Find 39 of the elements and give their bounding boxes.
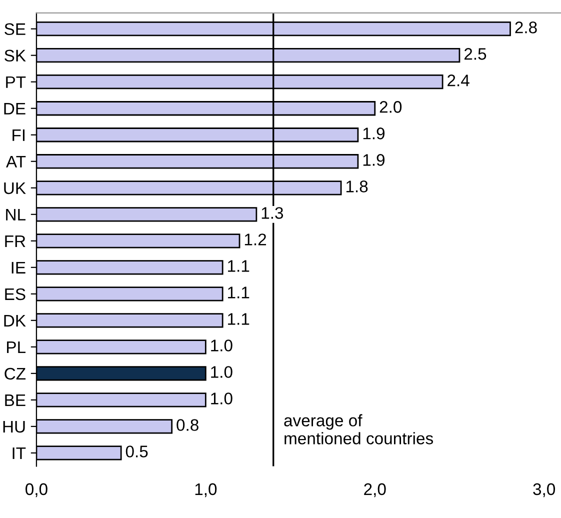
y-tick-label: SE xyxy=(4,23,26,36)
data-label: 1.0 xyxy=(211,340,232,352)
y-tick-label: IT xyxy=(12,448,26,459)
y-tick-label: PT xyxy=(6,76,26,88)
ref-line-label: average of mentioned countries xyxy=(284,414,433,444)
data-label: 2.0 xyxy=(380,101,402,113)
y-tick-label: CZ xyxy=(4,368,26,380)
y-tick-label: ES xyxy=(5,288,26,300)
y-tick-label: DK xyxy=(4,314,26,326)
data-label: 1.2 xyxy=(244,234,266,246)
y-tick-label: DE xyxy=(4,102,26,114)
data-label: 1.1 xyxy=(228,313,250,325)
data-label: 1.0 xyxy=(211,366,232,378)
data-label: 1.1 xyxy=(228,260,250,272)
y-tick-label: BE xyxy=(5,394,26,406)
y-tick-label: NL xyxy=(6,208,26,220)
y-tick-label: PL xyxy=(7,341,26,353)
y-tick-label: IE xyxy=(12,262,26,274)
x-tick-label: 1,0 xyxy=(195,483,217,498)
data-label: 1.9 xyxy=(363,154,384,166)
data-label: 2.5 xyxy=(464,48,486,60)
y-tick-label: SK xyxy=(4,50,26,62)
x-tick-label: 0,0 xyxy=(26,483,48,498)
data-label: 1.8 xyxy=(346,180,368,192)
data-label: 1.9 xyxy=(363,128,384,140)
data-label: 1.3 xyxy=(262,207,284,219)
x-tick-label: 3,0 xyxy=(533,483,556,498)
y-tick-label: FR xyxy=(5,235,26,247)
y-tick-label: AT xyxy=(6,156,26,168)
data-label: 0.8 xyxy=(176,419,198,431)
y-tick-label: UK xyxy=(4,182,26,194)
y-tick-label: HU xyxy=(3,421,25,433)
x-tick-label: 2,0 xyxy=(364,483,386,498)
data-label: 1.1 xyxy=(228,286,250,298)
y-tick-label: FI xyxy=(12,129,25,141)
data-label: 1.0 xyxy=(211,392,232,404)
data-label: 0.5 xyxy=(126,446,148,458)
data-label: 2.4 xyxy=(448,74,470,86)
data-label: 2.8 xyxy=(515,22,537,34)
